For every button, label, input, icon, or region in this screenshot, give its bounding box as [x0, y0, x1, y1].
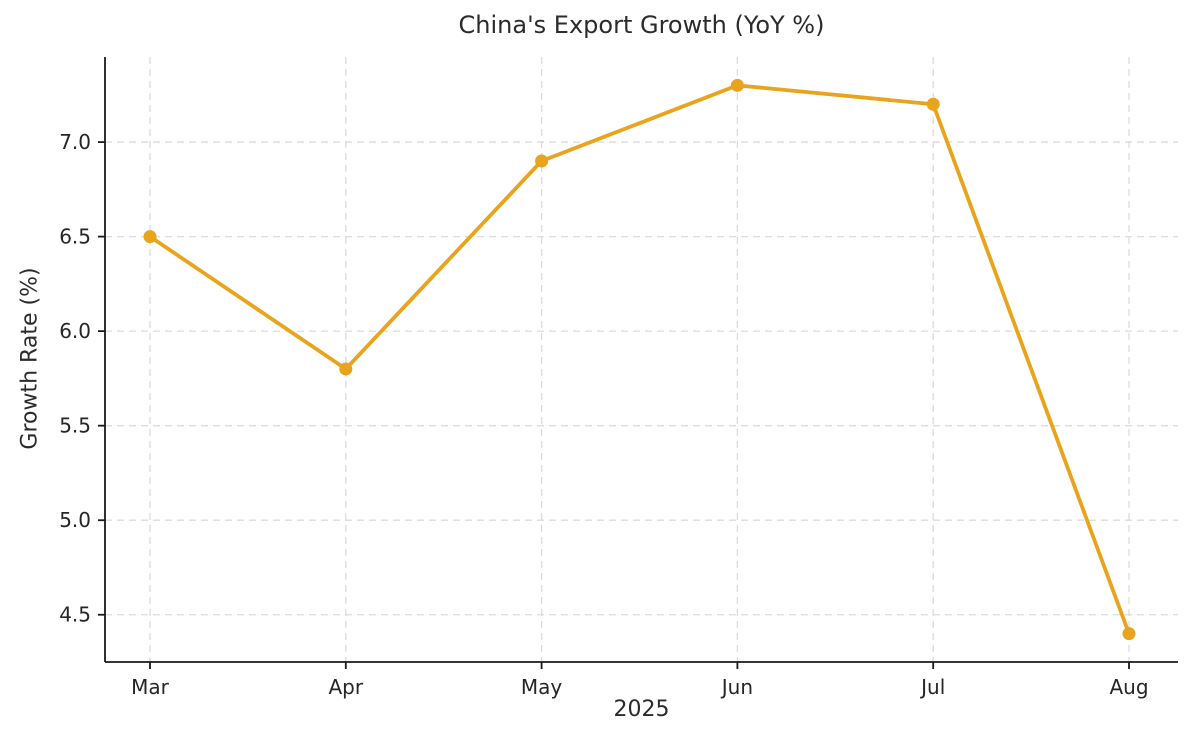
y-axis-label: Growth Rate (%) — [17, 267, 43, 450]
x-tick-label: Aug — [1109, 675, 1148, 699]
data-point-marker — [1122, 627, 1136, 641]
series-line — [148, 83, 1131, 636]
y-tick-label: 7.0 — [59, 130, 91, 154]
x-tick-label: Mar — [131, 675, 170, 699]
x-tick-label: May — [521, 675, 563, 699]
y-tick-label: 5.5 — [59, 414, 91, 438]
data-point-marker — [926, 97, 940, 111]
y-tick-label: 6.0 — [59, 319, 91, 343]
y-tick-label: 5.0 — [59, 508, 91, 532]
data-point-marker — [339, 362, 353, 376]
y-tick-label: 4.5 — [59, 603, 91, 627]
x-tick-label: Apr — [328, 675, 363, 699]
x-tick-label: Jul — [919, 675, 945, 699]
data-point-marker — [535, 154, 549, 168]
data-point-marker — [143, 230, 157, 244]
data-point-marker — [730, 78, 744, 92]
y-tick-label: 6.5 — [59, 225, 91, 249]
chart-title: China's Export Growth (YoY %) — [458, 11, 825, 39]
x-axis-label: 2025 — [613, 697, 670, 722]
x-tick-label: Jun — [720, 675, 753, 699]
